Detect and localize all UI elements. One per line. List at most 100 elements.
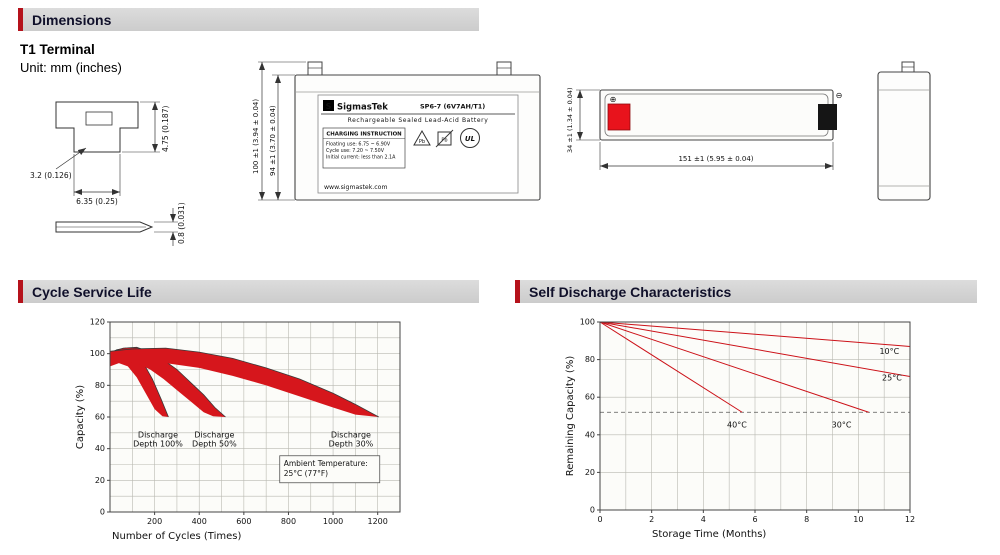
y-tick-label: 40 [95, 444, 105, 453]
series-line [599, 321, 911, 378]
x-tick-label: 2 [649, 515, 654, 524]
ul-mark-text: UL [465, 135, 475, 143]
website-text: www.sigmastek.com [324, 184, 388, 191]
battery-top-view-drawing: 34 ±1 (1.34 ± 0.04) ⊕ ⊖ 151 ±1 (5.95 ± 0… [566, 87, 843, 170]
charging-line-1: Floating use: 6.75 ~ 6.90V [326, 142, 391, 148]
series-line [599, 321, 911, 347]
y-axis-title: Remaining Capacity (%) [565, 356, 576, 477]
x-tick-label: 800 [281, 517, 296, 526]
band-label: Depth 100% [133, 440, 183, 449]
terminal-profile-outline [55, 101, 139, 153]
ul-mark-icon [460, 128, 480, 148]
charging-line-3: Initial current: less than 2.1A [326, 155, 396, 161]
y-tick-label: 0 [100, 508, 105, 517]
band-label: Discharge [194, 431, 234, 440]
y-tick-label: 0 [590, 506, 595, 515]
x-tick-label: 12 [905, 515, 915, 524]
section-title-cycle-life: Cycle Service Life [32, 283, 152, 300]
red-accent-bar [18, 8, 23, 31]
section-header-self-discharge: Self Discharge Characteristics [515, 280, 977, 303]
y-axis-title: Capacity (%) [75, 385, 86, 449]
y-tick-label: 60 [95, 413, 105, 422]
y-tick-label: 120 [90, 318, 105, 327]
y-tick-label: 100 [580, 318, 595, 327]
dim-overall-height: 100 ±1 (3.94 ± 0.04) [252, 99, 260, 174]
band-outline [109, 347, 379, 418]
pb-crossed-icon [437, 131, 452, 146]
negative-terminal-tab [496, 61, 512, 76]
terminal-detail-drawing: 4.75 (0.187) 3.2 (0.126) 6.35 (0.25) 0.8… [30, 101, 186, 246]
dim-container-height: 94 ±1 (3.70 ± 0.04) [269, 105, 277, 176]
section-title-dimensions: Dimensions [32, 11, 112, 28]
x-tick-label: 0 [597, 515, 602, 524]
band-label: Depth 30% [329, 440, 374, 449]
charging-instruction-box [322, 127, 406, 169]
dim-terminal-thickness: 3.2 (0.126) [30, 171, 72, 180]
side-case [877, 71, 931, 201]
brand-name: SigmasTek [337, 103, 388, 113]
battery-side-view-drawing [877, 61, 931, 201]
band-area [110, 348, 379, 417]
model-number: SP6-7 (6V7AH/T1) [420, 103, 485, 111]
pb-crossed-text: Pb [441, 138, 447, 144]
band-label: Depth 50% [192, 440, 237, 449]
brand-logo-letter: S [326, 102, 332, 111]
self-discharge-chart: 10°C 25°C 30°C 40°C 0 2 4 6 8 10 12 0 20 40 60 80 100 Sto… [565, 318, 915, 541]
brand-logo-icon [323, 100, 334, 111]
x-tick-label: 1000 [323, 517, 343, 526]
positive-terminal-tab [307, 61, 323, 76]
x-tick-label: 8 [804, 515, 809, 524]
dim-terminal-height: 4.75 (0.187) [161, 106, 170, 152]
negative-symbol: ⊖ [836, 91, 843, 100]
band-area [110, 348, 169, 417]
charging-instruction-title: CHARGING INSTRUCTION [326, 132, 402, 138]
dim-top-length: 151 ±1 (5.95 ± 0.04) [678, 155, 753, 163]
y-tick-label: 40 [585, 430, 595, 439]
charging-line-2: Cycle use: 7.20 ~ 7.50V [326, 148, 385, 154]
band-area [110, 347, 226, 417]
positive-terminal-red [607, 103, 631, 131]
unit-label: Unit: mm (inches) [20, 60, 122, 75]
band-label: Discharge [331, 431, 371, 440]
y-tick-label: 20 [95, 476, 105, 485]
negative-terminal-black [818, 104, 837, 130]
band-outline [109, 346, 226, 418]
x-tick-label: 200 [147, 517, 162, 526]
x-tick-label: 4 [701, 515, 706, 524]
terminal-hole [85, 111, 113, 126]
dim-terminal-width: 6.35 (0.25) [76, 197, 118, 206]
red-accent-bar [18, 280, 23, 303]
battery-top-outline [599, 89, 834, 141]
annotation-text: 25°C (77°F) [284, 469, 328, 478]
dim-top-width: 34 ±1 (1.34 ± 0.04) [566, 87, 574, 153]
x-axis-title: Storage Time (Months) [652, 529, 766, 540]
recycle-pb-icon [413, 129, 431, 146]
x-tick-label: 6 [752, 515, 757, 524]
positive-symbol: ⊕ [610, 95, 617, 104]
x-tick-label: 1200 [368, 517, 388, 526]
band-label: Discharge [138, 431, 178, 440]
y-tick-label: 80 [585, 355, 595, 364]
battery-type-text: Rechargeable Sealed Lead-Acid Battery [348, 117, 489, 124]
series-label: 30°C [832, 420, 852, 429]
x-tick-label: 10 [853, 515, 863, 524]
series-line [599, 321, 869, 413]
section-title-self-discharge: Self Discharge Characteristics [529, 283, 732, 300]
y-tick-label: 60 [585, 393, 595, 402]
y-tick-label: 100 [90, 349, 105, 358]
recycle-pb-text: Pb [419, 139, 425, 145]
series-label: 25°C [882, 373, 902, 382]
series-line [599, 321, 743, 413]
section-header-cycle-life: Cycle Service Life [18, 280, 479, 303]
battery-front-view-drawing: 100 ±1 (3.94 ± 0.04) 94 ±1 (3.70 ± 0.04)… [252, 61, 541, 201]
red-accent-bar [515, 280, 520, 303]
y-tick-label: 80 [95, 381, 105, 390]
section-header-dimensions: Dimensions [18, 8, 479, 31]
series-label: 40°C [727, 420, 747, 429]
y-tick-label: 20 [585, 468, 595, 477]
x-tick-label: 400 [192, 517, 207, 526]
annotation-text: Ambient Temperature: [284, 459, 368, 468]
terminal-type-label: T1 Terminal [20, 42, 95, 57]
battery-label [317, 94, 519, 194]
